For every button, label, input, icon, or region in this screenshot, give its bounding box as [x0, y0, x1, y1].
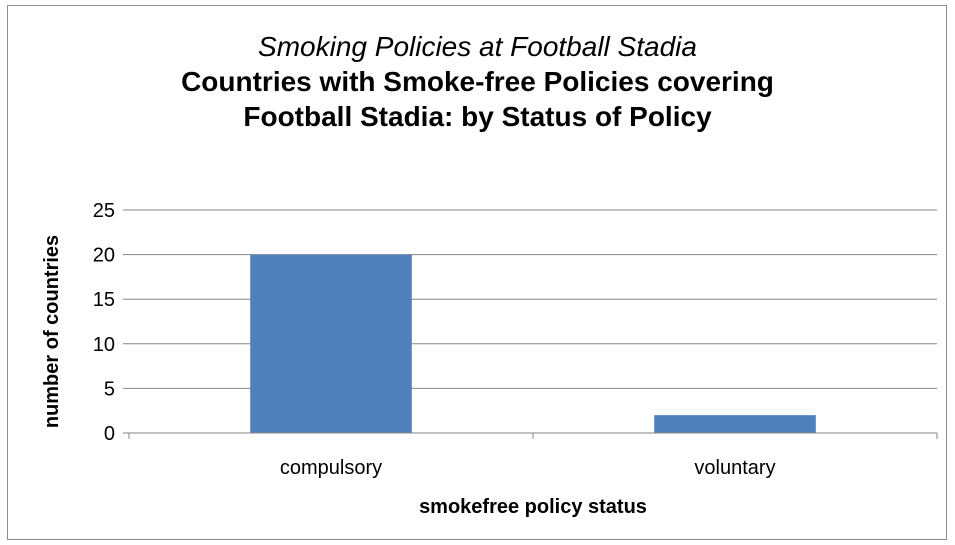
y-tick-label: 0 [104, 423, 115, 445]
y-tick-label: 10 [93, 334, 115, 356]
x-axis-title: smokefree policy status [419, 496, 647, 518]
bar-voluntary [654, 415, 816, 433]
y-tick-label: 25 [93, 200, 115, 222]
gridlines [123, 209, 937, 389]
x-tick-labels: compulsory voluntary [280, 457, 776, 479]
chart-title-block: Smoking Policies at Football Stadia Coun… [0, 29, 955, 134]
bars [250, 254, 816, 433]
y-tick-label: 20 [93, 245, 115, 267]
bar-compulsory [250, 254, 412, 433]
chart-title: Smoking Policies at Football Stadia [258, 31, 697, 62]
chart-subtitle-line-1: Countries with Smoke-free Policies cover… [181, 66, 774, 97]
chart-subtitle-line-2: Football Stadia: by Status of Policy [243, 101, 712, 132]
x-tick-label: compulsory [280, 457, 382, 479]
axes [123, 432, 938, 439]
y-tick-labels: 0 5 10 15 20 25 [93, 200, 115, 445]
y-tick-label: 15 [93, 289, 115, 311]
x-tick-label: voluntary [694, 457, 775, 479]
y-tick-label: 5 [104, 378, 115, 400]
y-axis-title: number of countries [41, 235, 63, 428]
chart-area [7, 5, 947, 540]
